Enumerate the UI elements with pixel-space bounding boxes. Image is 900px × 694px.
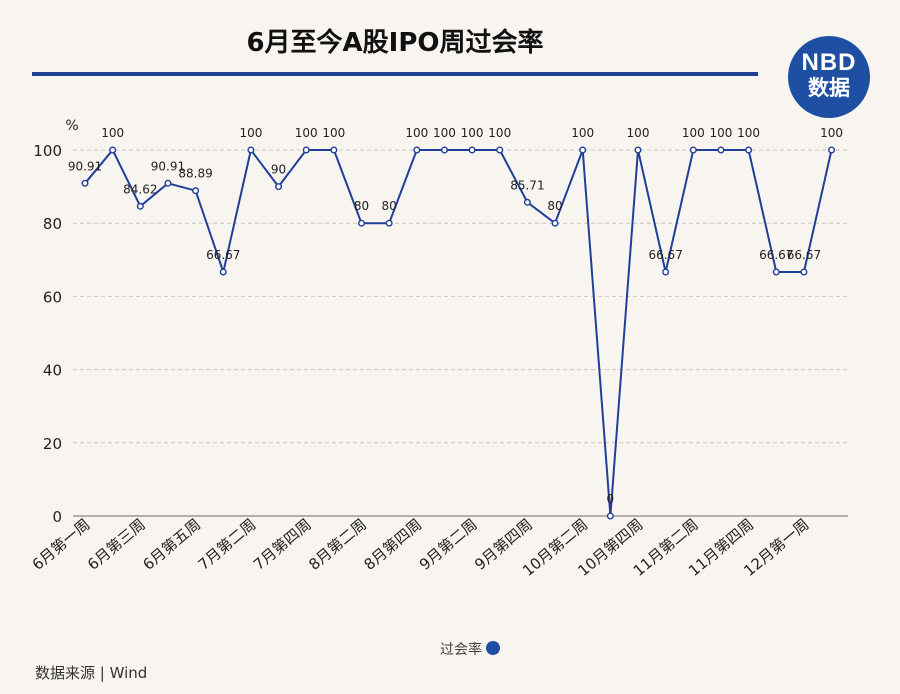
- data-point: [275, 183, 283, 191]
- data-label: 80: [547, 199, 562, 213]
- data-point: [302, 146, 310, 154]
- data-point: [772, 268, 780, 276]
- legend-label: 过会率: [440, 641, 482, 658]
- data-point: [219, 268, 227, 276]
- data-label: 80: [382, 199, 397, 213]
- data-point: [606, 512, 614, 520]
- x-tick-label: 8月第二周: [305, 515, 370, 573]
- data-point: [745, 146, 753, 154]
- data-label: 90.91: [68, 159, 102, 173]
- data-label: 100: [322, 126, 345, 140]
- data-point: [579, 146, 587, 154]
- data-point: [468, 146, 476, 154]
- x-tick-label: 6月第三周: [84, 515, 149, 573]
- data-label: 88.89: [178, 167, 212, 181]
- data-point: [136, 202, 144, 210]
- y-tick-label: 60: [43, 288, 62, 306]
- data-point: [634, 146, 642, 154]
- data-point: [358, 219, 366, 227]
- series-line: [84, 147, 833, 517]
- data-point: [800, 268, 808, 276]
- data-label: 85.71: [510, 178, 544, 192]
- data-label: 66.67: [206, 248, 240, 262]
- y-tick-label: 100: [33, 142, 62, 160]
- data-point: [330, 146, 338, 154]
- data-label: 100: [433, 126, 456, 140]
- data-label: 100: [820, 126, 843, 140]
- y-axis-unit: %: [65, 118, 78, 134]
- data-point: [496, 146, 504, 154]
- data-point: [247, 146, 255, 154]
- y-tick-label: 80: [43, 215, 62, 233]
- data-point: [385, 219, 393, 227]
- legend-marker: [486, 641, 500, 655]
- data-label: 66.67: [648, 248, 682, 262]
- data-point: [662, 268, 670, 276]
- data-label: 100: [461, 126, 484, 140]
- data-point: [164, 179, 172, 187]
- y-tick-label: 20: [43, 435, 62, 453]
- y-tick-label: 0: [52, 508, 62, 526]
- data-label: 100: [405, 126, 428, 140]
- data-label: 90: [271, 163, 286, 177]
- data-label: 100: [295, 126, 318, 140]
- nbd-logo: NBD 数据: [788, 36, 870, 118]
- data-label: 66.67: [759, 248, 793, 262]
- data-label: 100: [737, 126, 760, 140]
- data-point: [81, 179, 89, 187]
- data-label: 90.91: [151, 159, 185, 173]
- data-point: [689, 146, 697, 154]
- data-point: [440, 146, 448, 154]
- data-label: 100: [627, 126, 650, 140]
- data-point: [192, 187, 200, 195]
- x-tick-label: 8月第四周: [361, 515, 426, 573]
- data-label: 84.62: [123, 182, 157, 196]
- x-tick-label: 7月第二周: [195, 515, 260, 573]
- data-point: [551, 219, 559, 227]
- x-tick-label: 7月第四周: [250, 515, 315, 573]
- data-point: [828, 146, 836, 154]
- chart-title: 6月至今A股IPO周过会率: [246, 28, 544, 58]
- data-label: 100: [488, 126, 511, 140]
- data-source: 数据来源 | Wind: [35, 664, 148, 682]
- data-point: [523, 198, 531, 206]
- x-tick-label: 9月第二周: [416, 515, 481, 573]
- data-point: [717, 146, 725, 154]
- data-label: 100: [709, 126, 732, 140]
- data-label: 100: [682, 126, 705, 140]
- data-point: [413, 146, 421, 154]
- data-label: 66.67: [787, 248, 821, 262]
- data-point: [109, 146, 117, 154]
- data-label: 0: [607, 492, 615, 506]
- data-label: 80: [354, 199, 369, 213]
- data-label: 100: [571, 126, 594, 140]
- y-tick-label: 40: [43, 362, 62, 380]
- logo-text-top: NBD: [801, 49, 857, 76]
- logo-text-bottom: 数据: [808, 77, 850, 100]
- x-tick-label: 6月第五周: [139, 515, 204, 573]
- data-label: 100: [101, 126, 124, 140]
- title-underline: [32, 72, 758, 76]
- data-label: 100: [239, 126, 262, 140]
